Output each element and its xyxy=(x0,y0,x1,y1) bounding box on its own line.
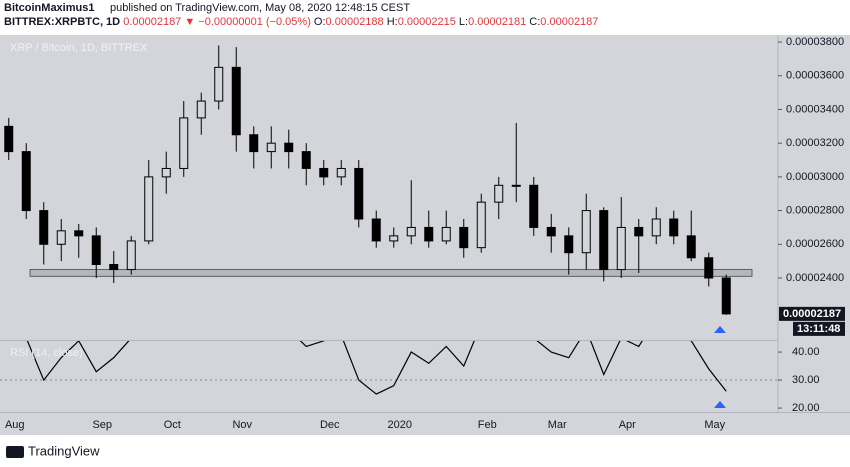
candle-body xyxy=(651,218,661,237)
candle-body xyxy=(371,218,381,242)
ohlc-value: 0.00002187 xyxy=(540,16,598,28)
y-tick-label: 0.00002600 xyxy=(786,238,844,250)
rsi-title: RSI (14, close) xyxy=(10,347,83,359)
marker xyxy=(714,326,726,333)
chart-title: XRP / Bitcoin, 1D, BITTREX xyxy=(10,42,148,54)
last-price-box xyxy=(779,306,845,321)
x-tick-label: Sep xyxy=(92,419,112,431)
y-tick-label: 30.00 xyxy=(792,374,820,386)
candle-body xyxy=(319,167,329,178)
candle-body xyxy=(196,100,206,119)
countdown-box xyxy=(793,321,845,336)
x-tick-label: Oct xyxy=(164,419,181,431)
y-tick-label: 0.00002400 xyxy=(786,272,844,284)
candle-body xyxy=(704,257,714,279)
change: ▼ −0.00000001 (−0.05%) xyxy=(184,16,310,28)
y-tick-label: 0.00003200 xyxy=(786,137,844,149)
brand: TradingView xyxy=(28,443,100,458)
x-tick-label: May xyxy=(704,419,725,431)
ohlc-value: 0.00002181 xyxy=(468,16,526,28)
x-tick-label: Feb xyxy=(478,419,497,431)
y-tick-label: 0.00003800 xyxy=(786,36,844,48)
header-line: BITTREX:XRPBTC, 1D 0.00002187 ▼ −0.00000… xyxy=(4,16,598,28)
candle-body xyxy=(266,142,276,153)
candle-body xyxy=(56,230,66,245)
price-pane xyxy=(4,45,753,315)
logo: TradingView xyxy=(6,443,100,458)
author: BitcoinMaximus1 xyxy=(4,2,94,14)
candle-body xyxy=(721,277,731,315)
candle-body xyxy=(459,226,469,249)
ohlc-label: L: xyxy=(459,16,468,28)
candle-body xyxy=(284,142,294,153)
y-tick-label: 0.00003000 xyxy=(786,171,844,183)
candle-body xyxy=(109,264,119,271)
last: 0.00002187 xyxy=(123,16,181,28)
candle-body xyxy=(581,210,591,254)
candle-body xyxy=(476,201,486,249)
candle-body xyxy=(424,226,434,242)
candle-body xyxy=(669,218,679,237)
candle-body xyxy=(39,210,49,245)
published: published on TradingView.com, May 08, 20… xyxy=(110,2,410,14)
candle-body xyxy=(546,226,556,237)
ohlc-label: H: xyxy=(387,16,398,28)
y-tick-label: 20.00 xyxy=(792,402,820,414)
candle-body xyxy=(161,167,171,178)
rsi-pane xyxy=(0,341,778,395)
ohlc-value: 0.00002188 xyxy=(326,16,384,28)
rsi-line xyxy=(26,341,727,395)
y-tick-label: 0.00003600 xyxy=(786,70,844,82)
candle-body xyxy=(179,117,189,169)
ohlc-value: 0.00002215 xyxy=(398,16,456,28)
candle-body xyxy=(389,235,399,242)
y-tick-label: 0.00002800 xyxy=(786,204,844,216)
candle-body xyxy=(564,235,574,254)
candle-body xyxy=(231,66,241,136)
support-band xyxy=(29,269,753,277)
candle-body xyxy=(354,167,364,220)
x-tick-label: Dec xyxy=(320,419,340,431)
candle-body xyxy=(74,230,84,237)
candle-body xyxy=(214,66,224,102)
candle-body xyxy=(21,151,31,212)
y-tick-label: 0.00003400 xyxy=(786,103,844,115)
candle-body xyxy=(494,184,504,203)
countdown: 13:11:48 xyxy=(797,323,840,335)
last-price-label: 0.00002187 xyxy=(783,308,841,320)
candle-body xyxy=(336,167,346,178)
candle-body xyxy=(616,226,626,271)
candle-body xyxy=(126,240,136,271)
candle-body xyxy=(144,176,154,242)
x-tick-label: Apr xyxy=(619,419,636,431)
candle-body xyxy=(301,151,311,169)
x-tick-label: Nov xyxy=(232,419,252,431)
candle-body xyxy=(686,235,696,259)
candle-body xyxy=(91,235,101,266)
ohlc-label: C: xyxy=(529,16,540,28)
x-tick-label: Mar xyxy=(548,419,567,431)
x-tick-label: Aug xyxy=(5,419,25,431)
marker xyxy=(714,401,726,408)
ohlc-label: O: xyxy=(314,16,326,28)
candle-body xyxy=(406,226,416,237)
candle-body xyxy=(599,210,609,271)
y-tick-label: 40.00 xyxy=(792,346,820,358)
symbol: BITTREX:XRPBTC, 1D xyxy=(4,16,120,28)
x-tick-label: 2020 xyxy=(388,419,412,431)
overlay: 0.00002400 0.00002600 0.00002800 0.00003000… xyxy=(5,36,845,431)
candle-body xyxy=(529,184,539,228)
candle-body xyxy=(4,125,14,153)
candle-body xyxy=(441,226,451,242)
candle-body xyxy=(511,184,521,187)
candle-body xyxy=(634,226,644,237)
candle-body xyxy=(249,134,259,153)
